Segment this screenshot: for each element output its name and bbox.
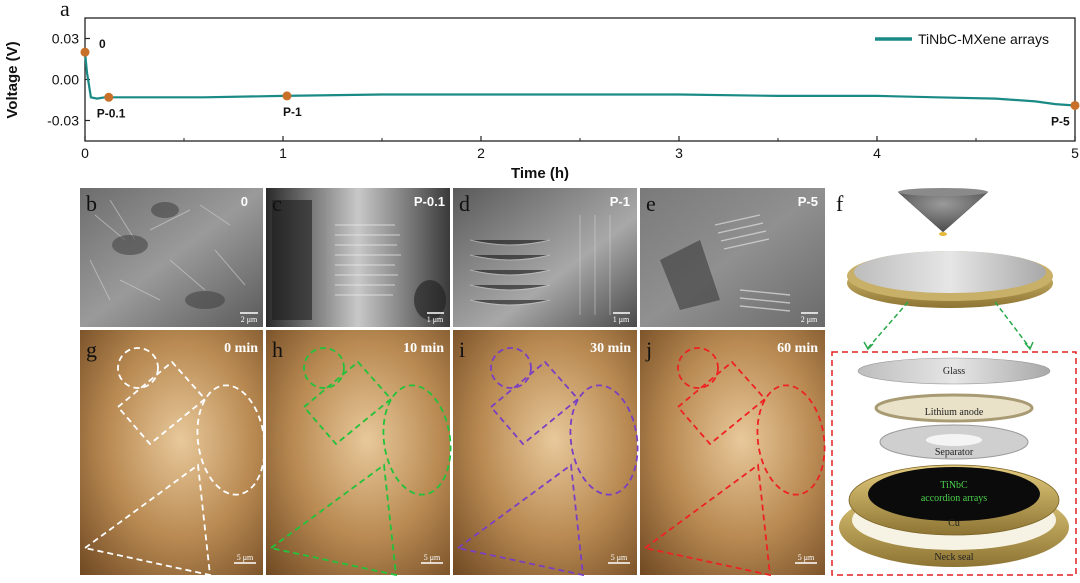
dashed-circle-outline xyxy=(303,347,345,389)
marker-p-0-1 xyxy=(104,92,114,102)
dashed-circle-outline xyxy=(677,347,719,389)
panel-letter-c: c xyxy=(272,191,282,216)
panel-letter-f: f xyxy=(836,191,844,216)
chart-ticks: 0 1 2 3 4 5 0.03 0.00 -0.03 xyxy=(47,31,1079,162)
panel-letter-b: b xyxy=(86,191,97,216)
marker-label: 0 xyxy=(99,37,106,51)
legend-label: TiNbC-MXene arrays xyxy=(918,31,1049,47)
assembled-cell-icon xyxy=(847,251,1053,308)
optical-panel-j: j 60 min 5 μm xyxy=(640,330,826,577)
y-tick-label: 0.00 xyxy=(52,72,79,88)
optical-panel-g: g 0 min 5 μm xyxy=(80,330,266,577)
marker-label: P-1 xyxy=(283,105,302,119)
y-tick-label: -0.03 xyxy=(47,113,79,129)
lithium-anode-layer-icon xyxy=(874,393,1034,423)
exploded-layers: Glass Lithium anode Separator TiNbC acco… xyxy=(839,357,1069,567)
scale-bar-c: 1 μm xyxy=(427,315,444,324)
scale-bar-b: 2 μm xyxy=(241,315,258,324)
scale-bar-e: 2 μm xyxy=(801,315,818,324)
chart-markers: 0 P-0.1 P-1 P-5 xyxy=(80,37,1080,128)
marker-label: P-0.1 xyxy=(97,106,126,120)
cell-schematic-f: f Glass Lithium anode Separator xyxy=(831,188,1077,576)
layer-label-cu: Cu xyxy=(948,518,960,529)
marker-0 xyxy=(80,47,90,57)
panel-letter-e: e xyxy=(646,191,656,216)
sem-tag-c: P-0.1 xyxy=(414,194,445,209)
sem-panel-e: e P-5 2 μm xyxy=(640,188,825,327)
panel-letter-i: i xyxy=(459,337,465,362)
sem-panel-b: b 0 2 μm xyxy=(80,188,263,327)
y-axis-title: Voltage (V) xyxy=(4,41,21,118)
marker-p-1 xyxy=(282,91,292,101)
optical-time-j: 60 min xyxy=(777,341,818,356)
panel-letter-d: d xyxy=(459,191,470,216)
panel-letter-g: g xyxy=(86,337,97,362)
panel-letter-j: j xyxy=(645,337,652,362)
x-tick-label: 1 xyxy=(279,145,287,161)
voltage-time-chart: a 0 1 2 3 4 5 0.03 0.00 -0.03 0 P-0.1 P-1 P-5 Time … xyxy=(4,0,1080,182)
sem-tag-e: P-5 xyxy=(798,194,818,209)
exploded-view-arrows xyxy=(863,301,1034,351)
scale-bar-h: 5 μm xyxy=(424,553,441,562)
x-axis-title: Time (h) xyxy=(511,165,569,182)
x-tick-label: 5 xyxy=(1071,145,1079,161)
scale-bar-j: 5 μm xyxy=(798,553,815,562)
dashed-ellipse-outline xyxy=(569,384,639,496)
x-tick-label: 4 xyxy=(873,145,881,161)
optical-time-i: 30 min xyxy=(590,341,631,356)
sem-panel-d: d P-1 1 μm xyxy=(453,188,637,327)
optical-time-h: 10 min xyxy=(403,341,444,356)
x-tick-label: 3 xyxy=(675,145,683,161)
marker-label: P-5 xyxy=(1051,114,1070,128)
chart-legend: TiNbC-MXene arrays xyxy=(875,31,1049,47)
dashed-ellipse-outline xyxy=(196,384,266,496)
optical-panel-h: h 10 min 5 μm xyxy=(266,330,452,577)
optical-time-g: 0 min xyxy=(224,341,258,356)
layer-label-accordion: accordion arrays xyxy=(921,493,987,504)
layer-label-tinbc: TiNbC xyxy=(940,480,968,491)
layer-label-glass: Glass xyxy=(943,366,965,377)
scale-bar-i: 5 μm xyxy=(611,553,628,562)
sem-panel-c: c P-0.1 1 μm xyxy=(266,188,450,327)
x-tick-label: 0 xyxy=(81,145,89,161)
y-tick-label: 0.03 xyxy=(52,31,79,47)
series-line-tinbc-mxene xyxy=(83,52,1076,107)
layer-label-separator: Separator xyxy=(935,447,974,458)
probe-tip-icon xyxy=(897,188,989,236)
dashed-triangle-outline xyxy=(642,463,772,577)
glass-layer-icon xyxy=(857,357,1051,385)
dashed-ellipse-outline xyxy=(382,384,452,496)
dashed-triangle-outline xyxy=(455,463,585,577)
dashed-circle-outline xyxy=(117,347,159,389)
tinbc-array-layer-icon xyxy=(868,467,1040,521)
scale-bar-d: 1 μm xyxy=(613,315,630,324)
optical-panel-i: i 30 min 5 μm xyxy=(453,330,639,577)
layer-label-neck-seal: Neck seal xyxy=(934,552,973,563)
x-tick-label: 2 xyxy=(477,145,485,161)
dashed-triangle-outline xyxy=(268,463,398,577)
panel-letter-a: a xyxy=(60,0,70,21)
layer-label-lithium-anode: Lithium anode xyxy=(925,407,984,418)
dashed-circle-outline xyxy=(490,347,532,389)
scale-bar-g: 5 μm xyxy=(237,553,254,562)
dashed-ellipse-outline xyxy=(756,384,826,496)
exploded-view-frame xyxy=(831,351,1077,576)
marker-p-5 xyxy=(1070,100,1080,110)
dashed-triangle-outline xyxy=(82,463,212,577)
sem-tag-d: P-1 xyxy=(610,194,630,209)
sem-tag-b: 0 xyxy=(241,194,248,209)
panel-letter-h: h xyxy=(272,337,283,362)
